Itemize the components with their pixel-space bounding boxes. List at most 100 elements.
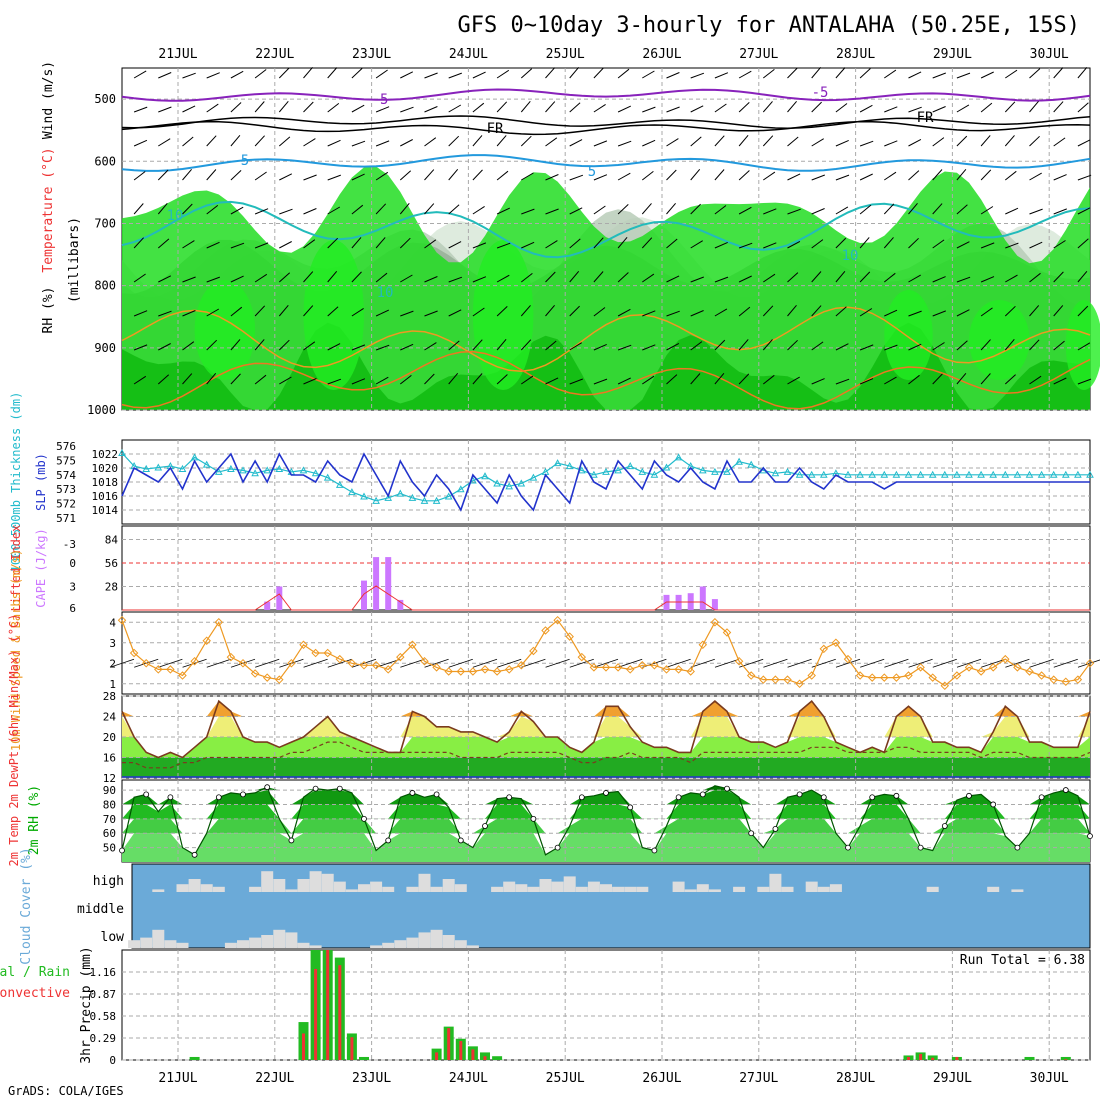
wind-barb — [714, 276, 729, 283]
wind10-line-marker — [202, 636, 211, 645]
wind-barb — [157, 374, 170, 385]
thickness-line-marker — [711, 467, 719, 475]
wind-barb — [932, 373, 943, 385]
wind-barb — [496, 69, 510, 79]
wind-barb — [278, 339, 290, 351]
wind-barb — [206, 372, 217, 385]
precip-ytick: 0.29 — [90, 1032, 117, 1045]
thickness-line-marker — [227, 464, 235, 472]
wind-barb — [182, 136, 194, 147]
wind-barb — [254, 374, 267, 385]
wind-barb — [206, 169, 217, 181]
date-label-top: 27JUL — [739, 47, 778, 62]
wind-barb — [278, 67, 290, 79]
cloud-bar — [188, 879, 201, 892]
wind-barb — [1005, 69, 1018, 79]
wind-barb — [327, 378, 342, 385]
li-axis-label: Lifted Index — [9, 525, 23, 612]
wind-barb — [351, 237, 362, 249]
wind-barb — [448, 309, 462, 317]
wind-barb — [835, 343, 849, 351]
wind10-barb — [400, 658, 425, 668]
wind-barb — [932, 342, 945, 351]
wind10-panel: 1 2 3 4 — [109, 611, 1100, 695]
wind-barb — [496, 101, 508, 113]
rh2m-marker — [990, 801, 997, 808]
rh2m-marker — [361, 815, 367, 822]
wind10-line-marker — [335, 654, 345, 664]
wind-barb — [908, 343, 922, 351]
cloud-bar — [769, 873, 782, 892]
wind-barb — [472, 71, 486, 79]
cloud-bar — [309, 871, 322, 892]
wind-barb — [545, 137, 558, 147]
wind-barb — [714, 241, 728, 249]
cloud-bar — [249, 886, 262, 892]
wind-barb — [496, 274, 510, 283]
wind-barb — [642, 70, 655, 79]
wind10-line-marker — [347, 659, 357, 668]
wind10-barb — [690, 658, 715, 668]
wind-barb — [787, 272, 799, 283]
wind-barb — [787, 100, 797, 113]
wind-barb — [545, 174, 559, 181]
wind-barb — [593, 103, 606, 113]
wind10-line-marker — [613, 663, 623, 672]
cloud-bar — [152, 889, 165, 892]
profile-ytick: 1000 — [87, 403, 116, 417]
wind-barb — [835, 237, 847, 249]
wind-barb — [133, 273, 146, 283]
thickness-line-marker — [214, 467, 223, 475]
wind-barb — [593, 271, 604, 283]
slp-ytick: 1014 — [92, 504, 119, 517]
profile-ytick: 500 — [94, 92, 116, 106]
wind10-line-marker — [650, 661, 659, 670]
wind-barb — [448, 168, 459, 181]
wind-barb — [1029, 135, 1040, 147]
rh2m-marker — [385, 837, 392, 844]
wind10-line-marker — [190, 656, 199, 666]
dewpt-line — [122, 741, 1091, 769]
wind-barb — [351, 68, 363, 79]
wind10-barb — [569, 658, 594, 668]
thickness-line-marker — [323, 473, 332, 481]
wind10-barb — [1029, 658, 1054, 668]
wind-barb — [980, 242, 995, 249]
wind-barb — [811, 271, 822, 283]
wind-barb — [1077, 66, 1088, 79]
wind-barb — [666, 342, 680, 351]
wind-barb — [859, 173, 873, 181]
wind10-line-marker — [880, 673, 889, 682]
wind-barb — [424, 342, 437, 351]
cloud-level-label: high — [93, 874, 124, 889]
wind-barb — [884, 309, 898, 317]
slp-line — [121, 452, 1090, 512]
wind-barb — [520, 100, 531, 113]
rh2m-marker — [796, 791, 803, 798]
cloud-bar — [503, 881, 516, 892]
cloud-bar — [757, 886, 770, 892]
wind10-barb — [303, 658, 328, 668]
plot-panels: 21JUL 21JUL 22JUL 22JUL 23JUL 23JUL 24JUL 24JUL… — [0, 47, 1100, 1086]
wind-barb — [448, 276, 463, 283]
cloud-bar — [442, 879, 455, 892]
rh2m-marker — [312, 785, 319, 792]
wind-barb — [158, 72, 172, 79]
wind-barb — [400, 71, 414, 79]
wind-barb — [133, 171, 146, 181]
wind-barb — [859, 378, 874, 385]
wind-barb — [738, 206, 752, 215]
wind-barb — [133, 237, 144, 249]
wind-barb — [932, 106, 946, 113]
cape-bar — [397, 599, 404, 610]
wind-barb — [254, 208, 269, 215]
wind-barb — [1077, 139, 1091, 147]
thickness-line-marker — [384, 493, 393, 501]
precip-panel-frame — [121, 949, 1091, 1061]
wind-barb — [521, 241, 535, 249]
wind10-line-marker — [601, 663, 611, 672]
t2m-ytick: 12 — [103, 772, 116, 785]
wind-barb — [642, 106, 656, 113]
wind-barb — [351, 104, 365, 113]
